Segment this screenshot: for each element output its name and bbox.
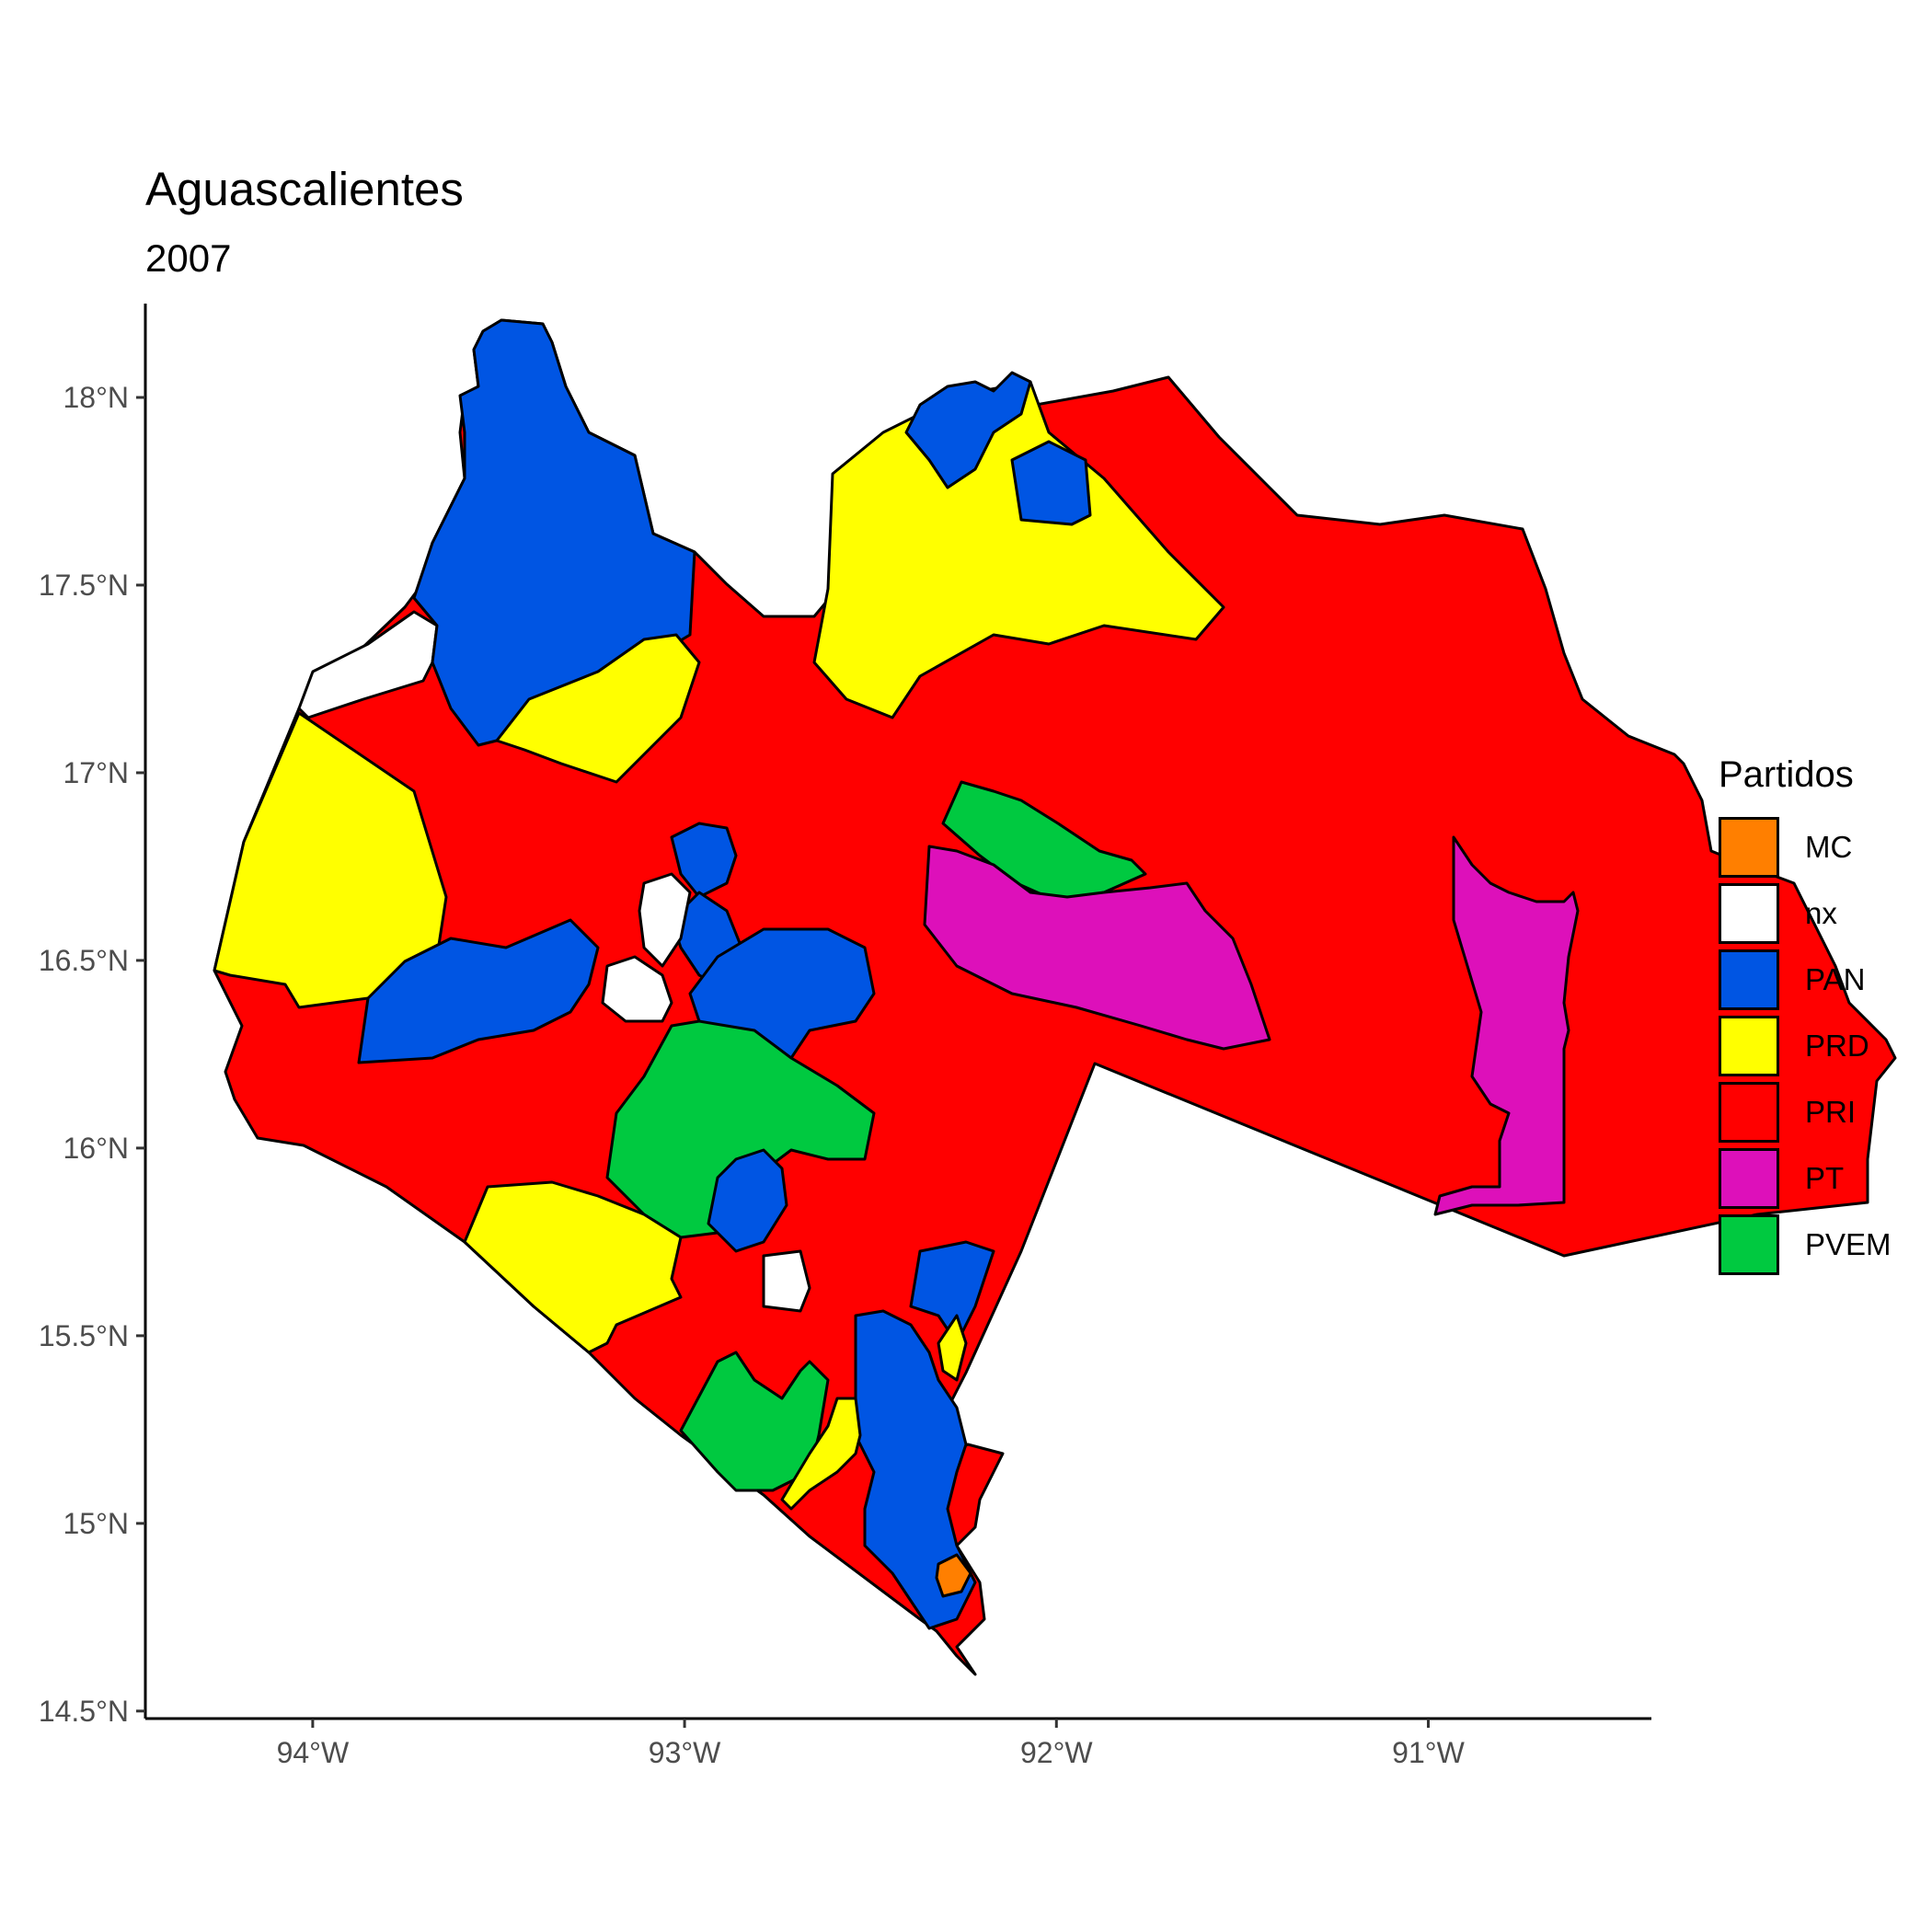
legend-label: PRD <box>1805 1029 1869 1063</box>
region-pan-south-column <box>854 1309 977 1630</box>
region-pan-central-1 <box>670 822 738 899</box>
legend-item: PVEM <box>1719 1212 1892 1278</box>
legend-item: MC <box>1719 814 1892 880</box>
y-tick-label: 17.5°N <box>39 569 129 602</box>
legend-item: PRD <box>1719 1013 1892 1079</box>
region-mc <box>935 1553 972 1598</box>
legend-key <box>1719 1082 1779 1143</box>
region-pan-central-3 <box>688 927 876 1060</box>
y-tick-label: 17°N <box>63 756 130 789</box>
legend-title: Partidos <box>1719 754 1854 795</box>
legend-key <box>1719 883 1779 944</box>
legend-key <box>1719 817 1779 878</box>
legend-item: nx <box>1719 880 1892 947</box>
region-pan-west-central <box>357 918 600 1064</box>
y-tick-label: 16°N <box>63 1132 130 1165</box>
legend-label: PVEM <box>1805 1227 1892 1261</box>
x-tick-label: 93°W <box>649 1736 721 1769</box>
legend-label: MC <box>1805 830 1853 864</box>
legend-label: nx <box>1805 896 1837 930</box>
legend-item: PT <box>1719 1145 1892 1212</box>
x-tick-label: 92°W <box>1020 1736 1093 1769</box>
legend-key <box>1719 1148 1779 1209</box>
region-prd-north-interior <box>495 633 701 784</box>
x-tick-label: 94°W <box>277 1736 350 1769</box>
chart-subtitle: 2007 <box>145 236 232 280</box>
region-nx-central-2 <box>601 955 673 1023</box>
legend-item: PAN <box>1719 947 1892 1013</box>
region-nx-south <box>762 1249 811 1313</box>
region-prd-southwest <box>463 1180 683 1354</box>
region-pt-east <box>923 845 1271 1051</box>
legend-label: PT <box>1805 1161 1845 1195</box>
y-tick-label: 18°N <box>63 381 130 414</box>
x-tick-label: 91°W <box>1392 1736 1465 1769</box>
legend-label: PRI <box>1805 1095 1857 1129</box>
legend-label: PAN <box>1805 962 1866 996</box>
map-regions <box>213 318 1897 1676</box>
legend-key <box>1719 1214 1779 1275</box>
chart-title: Aguascalientes <box>145 163 464 215</box>
legend-key <box>1719 1016 1779 1076</box>
region-pan-south-east <box>909 1240 995 1345</box>
region-pan-north <box>412 318 696 747</box>
region-pan-center-south <box>707 1148 788 1253</box>
region-prd-west <box>213 711 448 1009</box>
region-pan-northeast-1 <box>904 371 1032 489</box>
axes: 18°N 17.5°N 17°N 16.5°N 16°N 15.5°N 15°N 14.5°N… <box>39 304 1651 1769</box>
region-prd-south-east <box>937 1314 968 1382</box>
y-tick-label: 16.5°N <box>39 944 129 977</box>
legend-item: PRI <box>1719 1079 1892 1145</box>
region-pvem-south <box>679 1351 830 1492</box>
legend: Partidos MC nx PAN PRD PRI PT PVEM <box>1719 754 1892 1278</box>
region-prd-south <box>780 1397 862 1511</box>
y-tick-label: 14.5°N <box>39 1695 129 1728</box>
region-pan-northeast-2 <box>1010 440 1092 526</box>
legend-items: MC nx PAN PRD PRI PT PVEM <box>1719 814 1892 1278</box>
y-tick-label: 15°N <box>63 1507 130 1540</box>
y-tick-label: 15.5°N <box>39 1319 129 1352</box>
region-pt-far-east <box>1433 835 1580 1216</box>
legend-key <box>1719 949 1779 1010</box>
region-nx-central-1 <box>638 872 692 968</box>
